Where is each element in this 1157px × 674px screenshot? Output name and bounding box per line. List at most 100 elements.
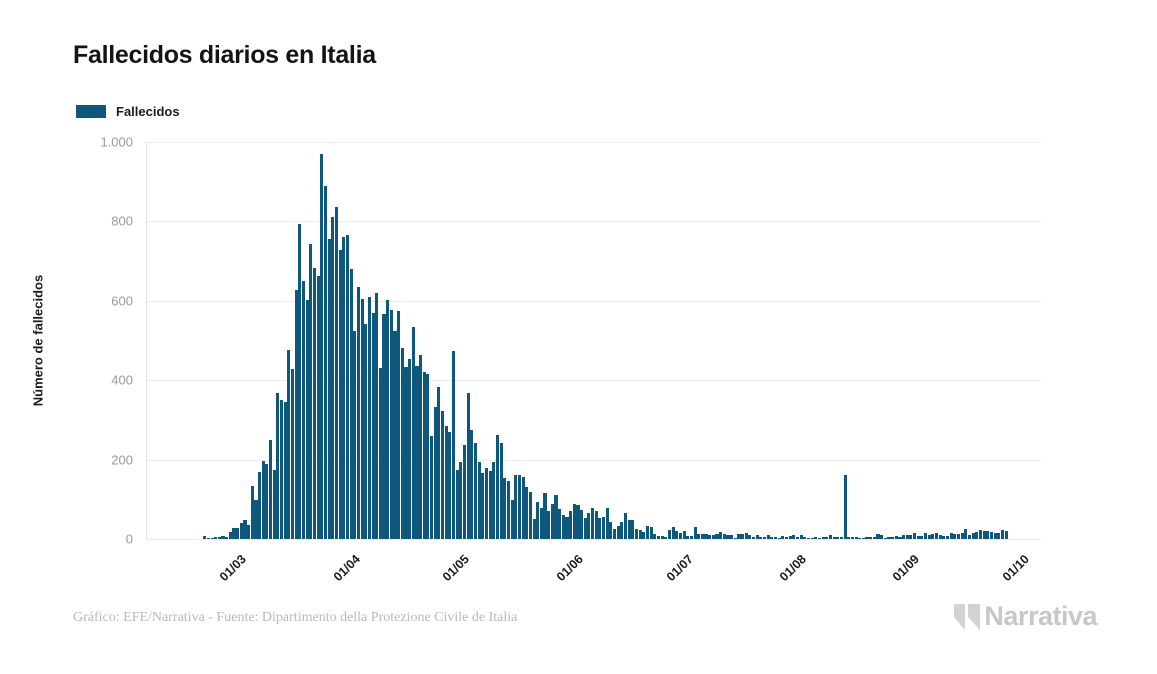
bar[interactable]: [989, 532, 993, 539]
bar[interactable]: [280, 400, 284, 539]
bar[interactable]: [675, 531, 679, 539]
bar[interactable]: [664, 536, 668, 539]
bar[interactable]: [843, 474, 847, 539]
bar[interactable]: [572, 504, 576, 539]
bar[interactable]: [905, 535, 909, 539]
bar[interactable]: [1000, 529, 1004, 539]
bar[interactable]: [217, 537, 221, 539]
bar[interactable]: [473, 442, 478, 539]
bar[interactable]: [433, 406, 437, 539]
bar[interactable]: [667, 529, 671, 539]
bar[interactable]: [975, 532, 979, 539]
bar[interactable]: [876, 533, 880, 539]
bar[interactable]: [503, 478, 507, 539]
bar[interactable]: [741, 533, 745, 539]
bar[interactable]: [558, 509, 562, 539]
bar[interactable]: [887, 537, 891, 539]
bar[interactable]: [393, 330, 397, 539]
bar[interactable]: [784, 537, 789, 539]
bar[interactable]: [825, 536, 829, 539]
bar[interactable]: [642, 531, 646, 539]
bar[interactable]: [737, 533, 741, 539]
bar[interactable]: [755, 535, 759, 539]
bar[interactable]: [327, 238, 331, 539]
bar[interactable]: [481, 473, 485, 539]
bar[interactable]: [536, 502, 540, 539]
bar[interactable]: [455, 469, 459, 539]
bar[interactable]: [847, 537, 851, 539]
bar[interactable]: [400, 347, 404, 539]
bar[interactable]: [719, 532, 723, 539]
bar[interactable]: [554, 494, 558, 539]
bar[interactable]: [287, 350, 291, 539]
bar[interactable]: [682, 530, 686, 539]
bar[interactable]: [660, 535, 664, 539]
bar[interactable]: [261, 461, 265, 539]
bar[interactable]: [678, 533, 682, 539]
bar[interactable]: [323, 186, 328, 539]
bar[interactable]: [792, 535, 796, 539]
bar[interactable]: [517, 475, 521, 539]
bar[interactable]: [331, 216, 335, 539]
bar[interactable]: [228, 531, 232, 539]
bar[interactable]: [550, 504, 554, 539]
bar[interactable]: [272, 469, 276, 539]
bar[interactable]: [715, 533, 719, 539]
bar[interactable]: [872, 536, 876, 539]
bar[interactable]: [1004, 531, 1008, 539]
bar[interactable]: [477, 461, 481, 539]
bar[interactable]: [371, 312, 375, 539]
bar[interactable]: [891, 537, 895, 539]
bar[interactable]: [814, 536, 818, 539]
bar[interactable]: [770, 537, 774, 539]
bar[interactable]: [964, 529, 968, 539]
bar[interactable]: [356, 286, 360, 539]
bar[interactable]: [795, 536, 800, 539]
bar[interactable]: [397, 310, 401, 539]
bar[interactable]: [349, 268, 353, 539]
bar[interactable]: [386, 300, 390, 539]
bar[interactable]: [924, 533, 928, 539]
bar[interactable]: [408, 358, 412, 539]
bar[interactable]: [613, 528, 617, 539]
bar[interactable]: [605, 508, 609, 539]
bar[interactable]: [631, 519, 635, 539]
bar[interactable]: [920, 535, 924, 539]
bar[interactable]: [627, 520, 631, 539]
bar[interactable]: [788, 535, 792, 539]
bar[interactable]: [942, 536, 946, 539]
bar[interactable]: [689, 535, 693, 539]
bar[interactable]: [982, 530, 986, 539]
bar[interactable]: [986, 531, 990, 539]
bar[interactable]: [528, 491, 532, 539]
bar[interactable]: [334, 206, 339, 539]
bar[interactable]: [506, 481, 510, 539]
bar[interactable]: [525, 487, 529, 539]
bar[interactable]: [353, 330, 357, 539]
bar[interactable]: [898, 536, 902, 539]
bar[interactable]: [883, 537, 887, 539]
bar[interactable]: [430, 435, 434, 539]
bar[interactable]: [916, 535, 920, 539]
bar[interactable]: [539, 508, 543, 539]
bar[interactable]: [817, 538, 821, 539]
bar[interactable]: [693, 527, 697, 539]
bar[interactable]: [733, 537, 737, 539]
bar[interactable]: [638, 529, 642, 539]
bar[interactable]: [580, 510, 584, 539]
bar[interactable]: [730, 534, 734, 539]
bar[interactable]: [543, 492, 547, 539]
bar[interactable]: [700, 533, 704, 539]
bar[interactable]: [294, 290, 298, 539]
bar[interactable]: [444, 425, 448, 539]
bar[interactable]: [850, 536, 854, 539]
bar[interactable]: [861, 537, 865, 539]
bar[interactable]: [649, 527, 653, 539]
bar[interactable]: [858, 537, 862, 539]
bar[interactable]: [766, 534, 770, 539]
bar[interactable]: [345, 234, 349, 539]
bar[interactable]: [935, 532, 939, 539]
bar[interactable]: [744, 533, 748, 539]
bar[interactable]: [609, 521, 613, 539]
bar[interactable]: [978, 529, 982, 539]
